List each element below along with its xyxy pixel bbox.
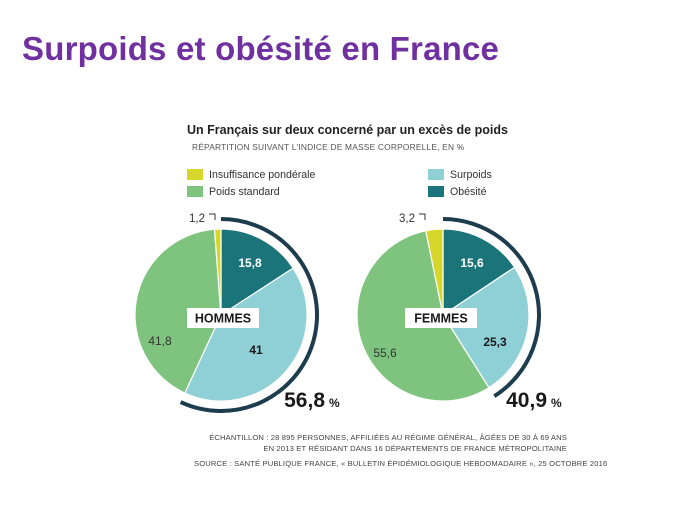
source-note: SOURCE : SANTÉ PUBLIQUE FRANCE, « BULLET… [194, 459, 608, 468]
legend-item-standard: Poids standard [187, 183, 315, 200]
legend-label-standard: Poids standard [209, 185, 280, 198]
legend-label-surpoids: Surpoids [450, 168, 492, 181]
slice-label-femmes-2: 55,6 [373, 346, 397, 360]
slice-label-hommes-0: 15,8 [238, 256, 262, 270]
total-excess-unit: % [551, 396, 562, 410]
slice-label-hommes-1: 41 [249, 343, 263, 357]
slide-title: Surpoids et obésité en France [22, 30, 500, 67]
total-excess-hommes: 56,8 [284, 389, 325, 412]
chart-subtitle: RÉPARTITION SUIVANT L'INDICE DE MASSE CO… [192, 142, 465, 152]
pie-slice-hommes-1 [184, 267, 308, 402]
excess-ring-hommes [179, 217, 319, 413]
small-slice-bracket [209, 213, 216, 220]
legend-left: Insuffisance pondérale Poids standard [187, 166, 315, 200]
slice-label-femmes-1: 25,3 [483, 335, 507, 349]
total-excess-femmes: 40,9 [506, 389, 547, 412]
excess-ring-femmes [442, 217, 541, 398]
total-excess-unit: % [329, 396, 340, 410]
legend-item-insuffisance: Insuffisance pondérale [187, 166, 315, 183]
legend-item-surpoids: Surpoids [428, 166, 492, 183]
pie-slice-femmes-1 [442, 266, 530, 389]
pie-label-box [187, 308, 259, 328]
pie-slice-femmes-3 [425, 228, 444, 316]
legend-swatch-surpoids [428, 169, 444, 180]
slice-label-femmes-0: 15,6 [460, 256, 484, 270]
slice-label-femmes-3: 3,2 [399, 213, 415, 225]
pie-label-femmes: FEMMES [414, 312, 467, 326]
pie-slice-hommes-0 [220, 228, 294, 317]
legend-swatch-standard [187, 186, 203, 197]
pie-label-hommes: HOMMES [195, 312, 251, 326]
sample-note-line2: EN 2013 ET RÉSIDANT DANS 16 DÉPARTEMENTS… [263, 444, 567, 453]
pie-slice-femmes-0 [442, 228, 516, 317]
legend-right: Surpoids Obésité [428, 166, 492, 200]
legend-swatch-obesite [428, 186, 444, 197]
slice-label-hommes-3: 1,2 [189, 213, 205, 225]
slice-label-hommes-2: 41,8 [148, 334, 172, 348]
small-slice-bracket [419, 213, 426, 220]
legend-swatch-insuffisance [187, 169, 203, 180]
pie-slice-hommes-2 [134, 228, 222, 394]
sample-note-line1: ÉCHANTILLON : 28 895 PERSONNES, AFFILIÉE… [209, 433, 567, 442]
legend-label-obesite: Obésité [450, 185, 487, 198]
pie-slice-hommes-3 [213, 228, 222, 316]
legend-item-obesite: Obésité [428, 183, 492, 200]
legend-label-insuffisance: Insuffisance pondérale [209, 168, 316, 181]
pie-label-box [405, 308, 477, 328]
chart-title: Un Français sur deux concerné par un exc… [187, 123, 508, 137]
